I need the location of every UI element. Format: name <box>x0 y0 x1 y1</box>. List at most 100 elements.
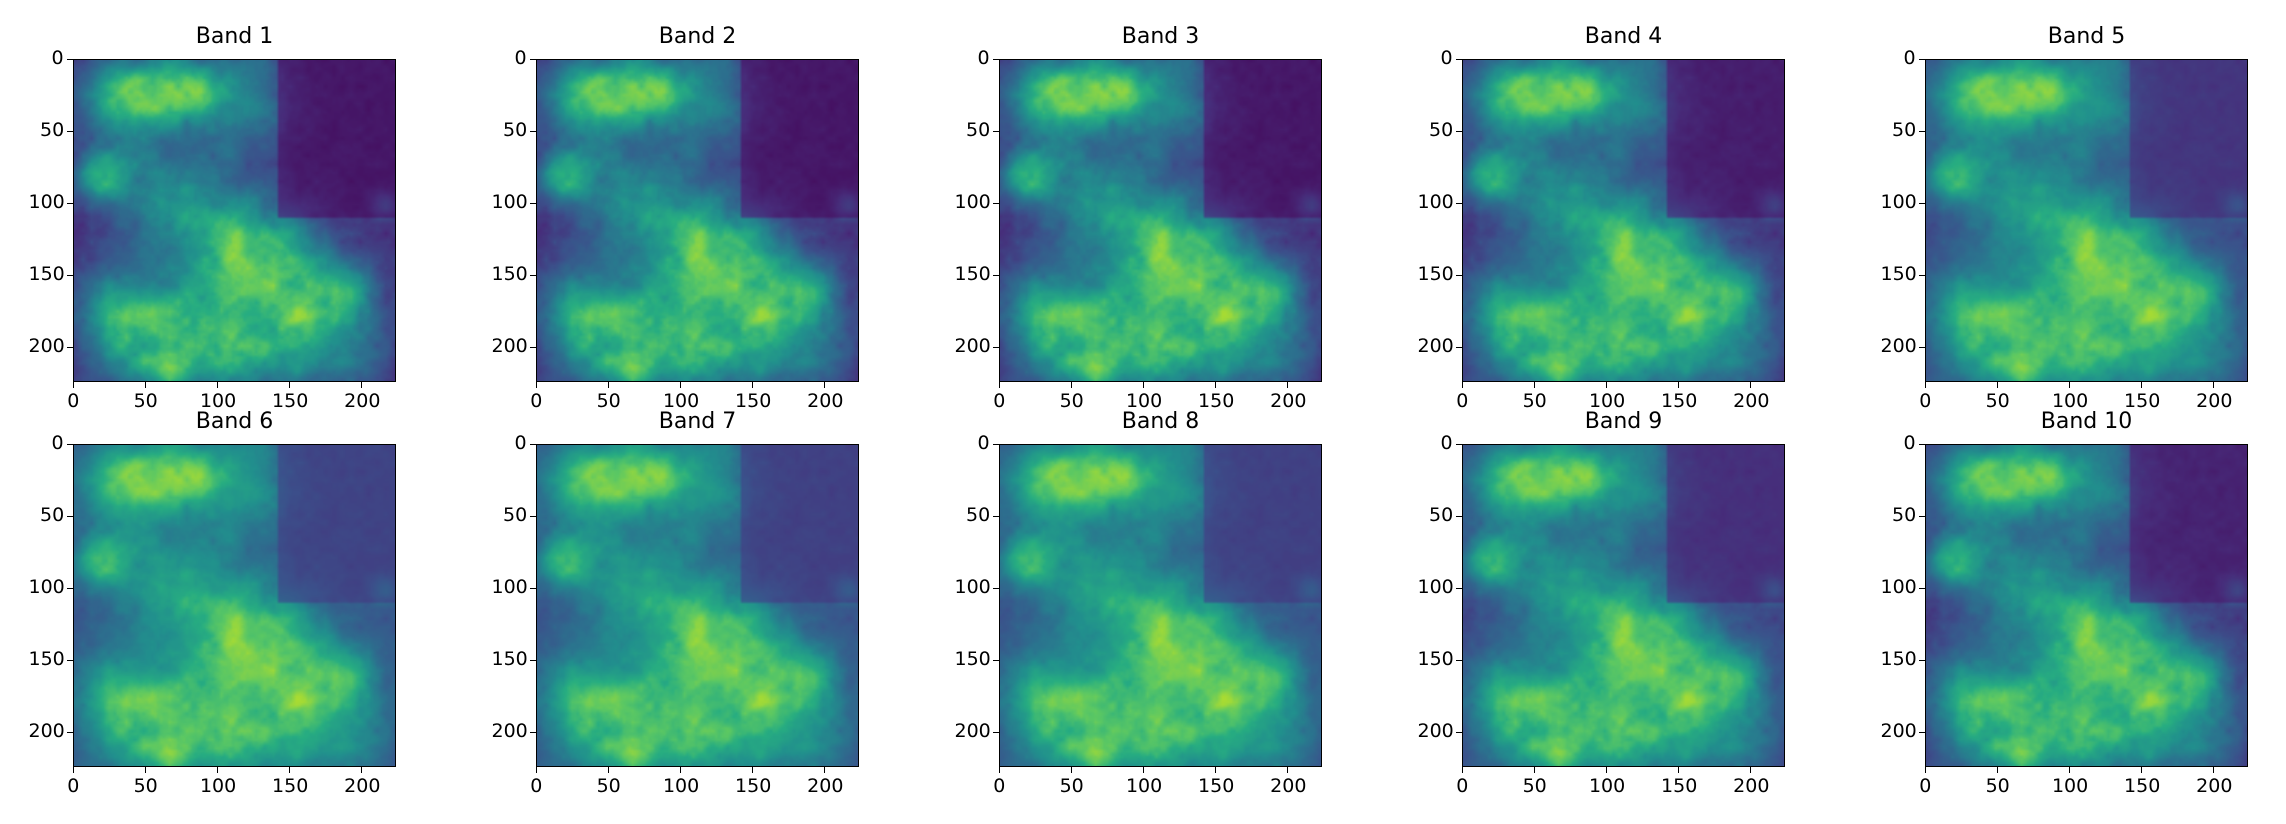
x-tick-label: 200 <box>807 390 844 412</box>
y-tick-label: 50 <box>1429 504 1454 527</box>
x-tick <box>1924 382 1926 388</box>
y-tick <box>1919 346 1925 348</box>
x-tick-label: 150 <box>1198 390 1235 412</box>
y-tick-label: 200 <box>28 335 65 358</box>
y-tick <box>1919 443 1925 445</box>
x-tick <box>360 382 362 388</box>
heatmap-canvas <box>1462 59 1785 382</box>
panel-title: Band 9 <box>1584 409 1663 434</box>
y-tick-label: 100 <box>28 191 65 214</box>
y-tick <box>993 202 999 204</box>
y-tick <box>530 130 536 132</box>
x-tick <box>360 767 362 773</box>
y-tick-label: 100 <box>491 576 528 599</box>
heatmap-image <box>1925 59 2248 382</box>
x-tick-label: 100 <box>1125 390 1163 412</box>
heatmap-image <box>536 59 859 382</box>
y-tick-label: 200 <box>1880 720 1917 743</box>
x-tick <box>823 767 825 773</box>
y-tick <box>67 130 73 132</box>
x-tick <box>1996 382 1998 388</box>
y-tick <box>1919 659 1925 661</box>
x-tick-label: 150 <box>2124 775 2161 797</box>
x-tick <box>144 767 146 773</box>
x-tick-label: 200 <box>1270 390 1307 412</box>
y-tick <box>530 346 536 348</box>
x-tick-label: 50 <box>1985 775 2010 797</box>
y-tick <box>530 731 536 733</box>
heatmap-canvas <box>536 444 859 767</box>
y-tick-label: 200 <box>491 335 528 358</box>
y-tick-label: 50 <box>1892 504 1917 527</box>
x-tick <box>1605 767 1607 773</box>
y-tick <box>1919 130 1925 132</box>
panel-title: Band 1 <box>195 24 274 49</box>
x-tick <box>2140 767 2142 773</box>
x-tick-label: 50 <box>1059 775 1084 797</box>
panel-title: Band 7 <box>658 409 737 434</box>
x-tick <box>1605 382 1607 388</box>
x-tick <box>679 382 681 388</box>
y-tick <box>993 515 999 517</box>
y-tick <box>67 659 73 661</box>
x-tick-label: 200 <box>344 390 381 412</box>
x-tick-label: 50 <box>596 390 621 412</box>
x-tick <box>535 382 537 388</box>
y-tick <box>530 587 536 589</box>
x-tick-label: 50 <box>133 390 158 412</box>
heatmap-image <box>73 444 396 767</box>
x-tick <box>1749 767 1751 773</box>
x-tick <box>823 382 825 388</box>
y-tick-label: 50 <box>1892 119 1917 142</box>
x-tick <box>2212 767 2214 773</box>
y-tick-label: 0 <box>1440 47 1453 69</box>
y-tick-label: 150 <box>1880 263 1917 286</box>
x-tick <box>2212 382 2214 388</box>
x-tick <box>1461 382 1463 388</box>
x-tick-label: 100 <box>1125 775 1163 797</box>
heatmap-canvas <box>1925 444 2248 767</box>
x-tick <box>144 382 146 388</box>
y-tick <box>1456 443 1462 445</box>
y-tick-label: 200 <box>954 720 991 743</box>
x-tick <box>751 382 753 388</box>
y-tick-label: 0 <box>977 432 990 454</box>
y-tick-label: 100 <box>954 191 991 214</box>
y-tick-label: 0 <box>1903 47 1916 69</box>
y-tick <box>1456 587 1462 589</box>
y-tick-label: 0 <box>1440 432 1453 454</box>
x-tick-label: 0 <box>993 775 1006 797</box>
y-tick <box>1919 731 1925 733</box>
x-tick <box>1070 382 1072 388</box>
x-tick <box>288 767 290 773</box>
y-tick-label: 150 <box>1417 648 1454 671</box>
y-tick-label: 200 <box>1880 335 1917 358</box>
y-tick <box>1919 515 1925 517</box>
x-tick <box>288 382 290 388</box>
x-tick-label: 200 <box>1733 390 1770 412</box>
y-tick <box>1919 58 1925 60</box>
y-tick <box>530 659 536 661</box>
heatmap-image <box>999 59 1322 382</box>
x-tick-label: 150 <box>735 390 772 412</box>
x-tick-label: 100 <box>2051 390 2089 412</box>
y-tick <box>1456 659 1462 661</box>
x-tick <box>2068 767 2070 773</box>
y-tick-label: 100 <box>1417 576 1454 599</box>
heatmap-canvas <box>73 59 396 382</box>
x-tick-label: 0 <box>67 775 80 797</box>
x-tick-label: 50 <box>133 775 158 797</box>
heatmap-canvas <box>1925 59 2248 382</box>
x-tick <box>1286 767 1288 773</box>
x-tick-label: 100 <box>1588 390 1626 412</box>
y-tick-label: 0 <box>51 47 64 69</box>
y-tick <box>1456 202 1462 204</box>
heatmap-canvas <box>1462 444 1785 767</box>
heatmap-image <box>73 59 396 382</box>
y-tick <box>993 731 999 733</box>
heatmap-image <box>1925 444 2248 767</box>
y-tick-label: 200 <box>1417 335 1454 358</box>
heatmap-image <box>1462 59 1785 382</box>
y-tick-label: 50 <box>966 504 991 527</box>
y-tick <box>67 346 73 348</box>
